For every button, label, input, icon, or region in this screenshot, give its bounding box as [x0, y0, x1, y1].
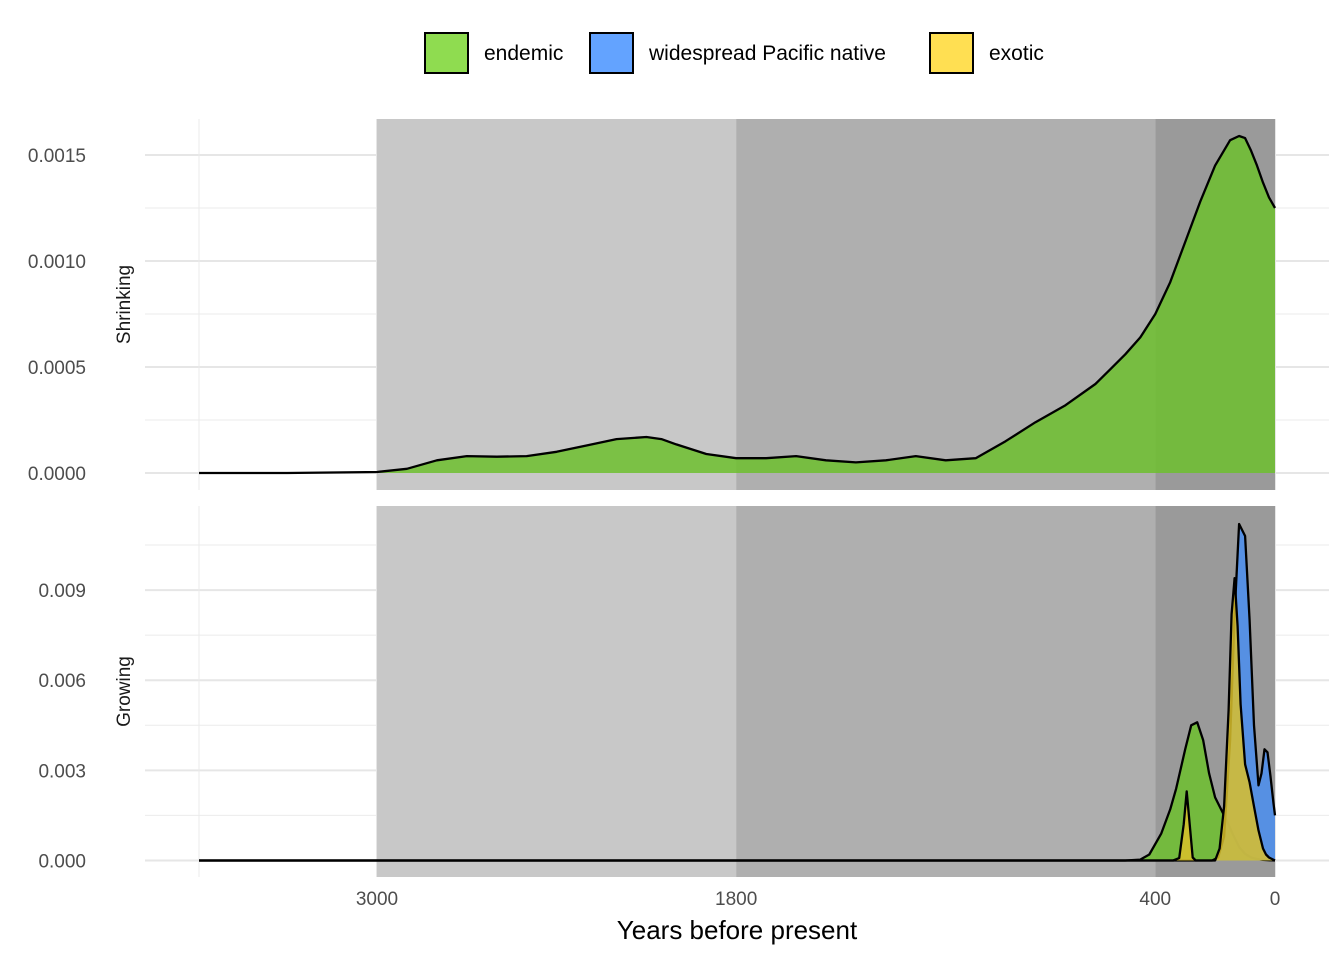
legend-key-exotic — [929, 32, 974, 74]
y-tick-label: 0.0000 — [28, 464, 86, 485]
facet-label-growing: Growing — [114, 656, 135, 727]
x-axis: 3000 1800 400 0 — [356, 889, 1280, 910]
y-tick-label: 0.0010 — [28, 252, 86, 273]
x-tick-label: 400 — [1139, 889, 1171, 910]
legend-label: endemic — [484, 42, 563, 65]
period-band — [377, 119, 737, 490]
density-line-exotic — [199, 576, 1276, 862]
panel-growing: 0.000 0.003 0.006 0.009 Growing — [38, 506, 1329, 877]
legend-label: exotic — [989, 42, 1044, 65]
y-tick-label: 0.0015 — [28, 146, 86, 167]
facet-label-shrinking: Shrinking — [114, 265, 135, 344]
x-tick-label: 1800 — [715, 889, 757, 910]
y-tick-label: 0.000 — [38, 851, 86, 872]
density-line-endemic — [199, 134, 1277, 475]
y-tick-label: 0.0005 — [28, 358, 86, 379]
y-tick-label: 0.003 — [38, 761, 86, 782]
x-axis-title: Years before present — [617, 915, 858, 945]
panel-shrinking: 0.0000 0.0005 0.0010 0.0015 Shrinking — [28, 119, 1329, 490]
legend-key-widespread-pacific-native — [589, 32, 634, 74]
legend-label: widespread Pacific native — [648, 42, 886, 65]
period-band — [377, 506, 737, 877]
density-area-endemic — [199, 722, 1275, 861]
density-area-endemic — [199, 136, 1275, 473]
x-tick-label: 3000 — [356, 889, 398, 910]
legend: endemic widespread Pacific native exotic — [424, 32, 1044, 74]
legend-key-endemic — [424, 32, 469, 74]
x-tick-label: 0 — [1270, 889, 1281, 910]
period-band — [736, 506, 1156, 877]
y-tick-label: 0.009 — [38, 581, 86, 602]
y-tick-label: 0.006 — [38, 671, 86, 692]
